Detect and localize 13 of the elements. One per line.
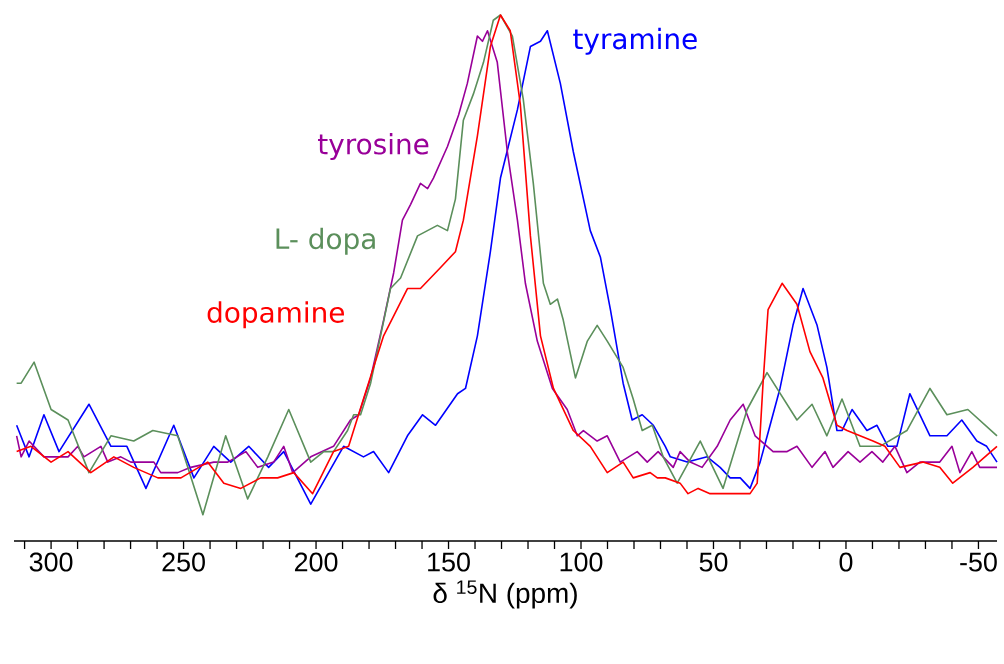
- x-tick-label: -50: [960, 552, 997, 572]
- x-tick-label: 100: [560, 552, 603, 572]
- x-tick-label: 0: [839, 552, 853, 572]
- x-tick-label: 300: [29, 552, 73, 572]
- x-axis-title: δ $^{15}$N (ppm): [433, 580, 577, 609]
- x-tick-label: 150: [428, 552, 470, 572]
- series-label: dopamine: [207, 301, 344, 329]
- x-tick-label: 250: [162, 552, 205, 572]
- series-label: L- dopa: [276, 227, 375, 255]
- series-label: tyrosine: [318, 133, 429, 160]
- series-label: tyramine: [573, 27, 697, 55]
- x-tick-label: 200: [294, 552, 338, 572]
- x-tick-label: 50: [699, 552, 728, 572]
